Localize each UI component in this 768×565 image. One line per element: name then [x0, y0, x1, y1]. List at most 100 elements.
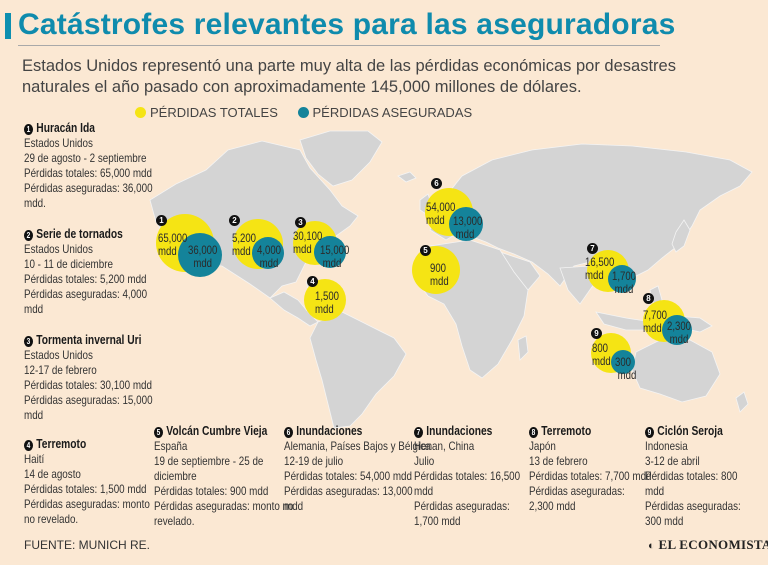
bubble-8-insured-unit: mdd	[669, 332, 689, 346]
event-4-line: 14 de agosto	[24, 467, 81, 481]
bubble-5-total-unit: mdd	[430, 274, 449, 288]
event-2-name: Serie de tornados	[36, 227, 123, 241]
event-9-line: 3-12 de abril	[645, 454, 700, 468]
bubble-6-insured-label: 13,000 mdd	[453, 215, 482, 241]
bubble-7-insured-unit: mdd	[614, 282, 634, 296]
bubble-9-total-unit: mdd	[592, 354, 611, 368]
brand-name: EL ECONOMISTA	[658, 537, 768, 552]
bubble-9-insured	[611, 350, 635, 374]
legend-item-total: PÉRDIDAS TOTALES	[135, 105, 278, 120]
event-3-line: 12-17 de febrero	[24, 363, 97, 377]
bubble-9-insured-value: 300	[615, 355, 632, 369]
event-2-line: Pérdidas aseguradas: 4,000	[24, 287, 148, 301]
bubble-3-total-label: 30,100 mdd	[293, 230, 322, 256]
bubble-6-insured-value: 13,000	[453, 214, 483, 228]
bubble-3-insured-label: 15,000 mdd	[320, 244, 349, 270]
event-6-line: Alemania, Países Bajos y Bélgica	[284, 439, 431, 453]
brand-logo: ◐ EL ECONOMISTA	[648, 537, 768, 553]
bubble-5-total-label: 900 mdd	[430, 262, 449, 288]
event-7-heading: 7 Inundaciones	[414, 424, 520, 439]
event-4: 4 Terremoto Haití 14 de agosto Pérdidas t…	[24, 437, 150, 527]
event-9-line: Pérdidas aseguradas:	[645, 499, 741, 513]
event-5-line: revelado.	[154, 514, 195, 528]
source-note: FUENTE: MUNICH RE.	[24, 538, 150, 552]
event-3-line: Pérdidas aseguradas: 15,000	[24, 393, 153, 407]
bubble-6-total-value: 54,000	[426, 200, 456, 214]
bubble-2-total-value: 5,200	[232, 231, 257, 245]
bubble-4-total-unit: mdd	[315, 302, 334, 316]
bubble-7-total-label: 16,500 mdd	[585, 256, 614, 282]
event-7: 7 Inundaciones Henan, China Julio Pérdida…	[414, 424, 520, 529]
event-7-line: 1,700 mdd	[414, 514, 461, 528]
event-7-line: Pérdidas aseguradas:	[414, 499, 510, 513]
subtitle: Estados Unidos representó una parte muy …	[22, 57, 676, 96]
event-4-line: Pérdidas aseguradas: monto	[24, 497, 150, 511]
event-6-line: mdd	[284, 499, 304, 513]
event-8-line: Japón	[529, 439, 556, 453]
bubble-9-total-label: 800 mdd	[592, 342, 611, 368]
event-5-name: Volcán Cumbre Vieja	[166, 424, 268, 438]
event-1-name: Huracán Ida	[36, 121, 95, 135]
event-9-number: 9	[645, 427, 655, 438]
bubble-4-total-label: 1,500 mdd	[315, 290, 339, 316]
bubble-5-total-value: 900	[430, 261, 447, 275]
event-7-name: Inundaciones	[426, 424, 493, 438]
event-1-line: mdd.	[24, 196, 46, 210]
event-4-number: 4	[24, 440, 34, 451]
event-5: 5 Volcán Cumbre Vieja España 19 de septie…	[154, 424, 293, 529]
event-5-line: Pérdidas totales: 900 mdd	[154, 484, 269, 498]
new-zealand-shape	[735, 391, 749, 413]
map-marker-3: 3	[295, 217, 306, 228]
madagascar-shape	[517, 335, 529, 361]
bubble-4-total-value: 1,500	[315, 289, 340, 303]
iceland-shape	[397, 171, 417, 183]
event-1-heading: 1 Huracán Ida	[24, 121, 153, 136]
event-2-line: 10 - 11 de diciembre	[24, 257, 113, 271]
bubble-7-insured	[608, 265, 636, 293]
event-8: 8 Terremoto Japón 13 de febrero Pérdidas …	[529, 424, 652, 514]
event-5-line: Pérdidas aseguradas: monto no	[154, 499, 294, 513]
event-8-number: 8	[529, 427, 539, 438]
event-3-line: Estados Unidos	[24, 348, 93, 362]
event-2-heading: 2 Serie de tornados	[24, 227, 147, 242]
bubble-3-insured-unit: mdd	[322, 256, 342, 270]
event-3-name: Tormenta invernal Uri	[36, 333, 142, 347]
event-2-number: 2	[24, 230, 34, 241]
map-marker-4: 4	[307, 276, 318, 287]
title-divider	[18, 45, 660, 46]
event-6-name: Inundaciones	[296, 424, 363, 438]
bubble-3-insured	[314, 236, 346, 268]
bubble-8-total-label: 7,700 mdd	[643, 309, 667, 335]
event-8-line: Pérdidas aseguradas:	[529, 484, 625, 498]
bubble-6-insured-unit: mdd	[455, 227, 475, 241]
bubble-3-insured-value: 15,000	[320, 243, 350, 257]
event-8-line: 13 de febrero	[529, 454, 588, 468]
bubble-3-total-value: 30,100	[293, 229, 323, 243]
map-marker-2: 2	[229, 215, 240, 226]
japan-shape	[671, 219, 691, 253]
bubble-2-insured	[252, 237, 284, 269]
bubble-9-total-value: 800	[592, 341, 609, 355]
bubble-1-total-label: 65,000 mdd	[158, 232, 187, 258]
event-1-line: 29 de agosto - 2 septiembre	[24, 151, 147, 165]
bubble-7-total-unit: mdd	[585, 268, 604, 282]
map-marker-7: 7	[587, 243, 598, 254]
bubble-1-total-value: 65,000	[158, 231, 188, 245]
event-3-line: mdd	[24, 408, 44, 422]
event-2-line: mdd	[24, 302, 44, 316]
event-9-line: 300 mdd	[645, 514, 684, 528]
event-4-line: Pérdidas totales: 1,500 mdd	[24, 482, 147, 496]
event-2-line: Estados Unidos	[24, 242, 93, 256]
bubble-2-insured-label: 4,000 mdd	[257, 244, 281, 270]
event-7-line: Henan, China	[414, 439, 475, 453]
bubble-9-insured-label: 300 mdd	[615, 356, 636, 382]
bubble-6-total-unit: mdd	[426, 213, 445, 227]
bubble-8-total-value: 7,700	[643, 308, 668, 322]
event-9: 9 Ciclón Seroja Indonesia 3-12 de abril P…	[645, 424, 746, 529]
event-8-heading: 8 Terremoto	[529, 424, 652, 439]
event-9-line: Indonesia	[645, 439, 688, 453]
event-4-line: Haití	[24, 452, 45, 466]
event-6-line: Pérdidas totales: 54,000 mdd	[284, 469, 413, 483]
event-1: 1 Huracán Ida Estados Unidos 29 de agosto…	[24, 121, 153, 211]
